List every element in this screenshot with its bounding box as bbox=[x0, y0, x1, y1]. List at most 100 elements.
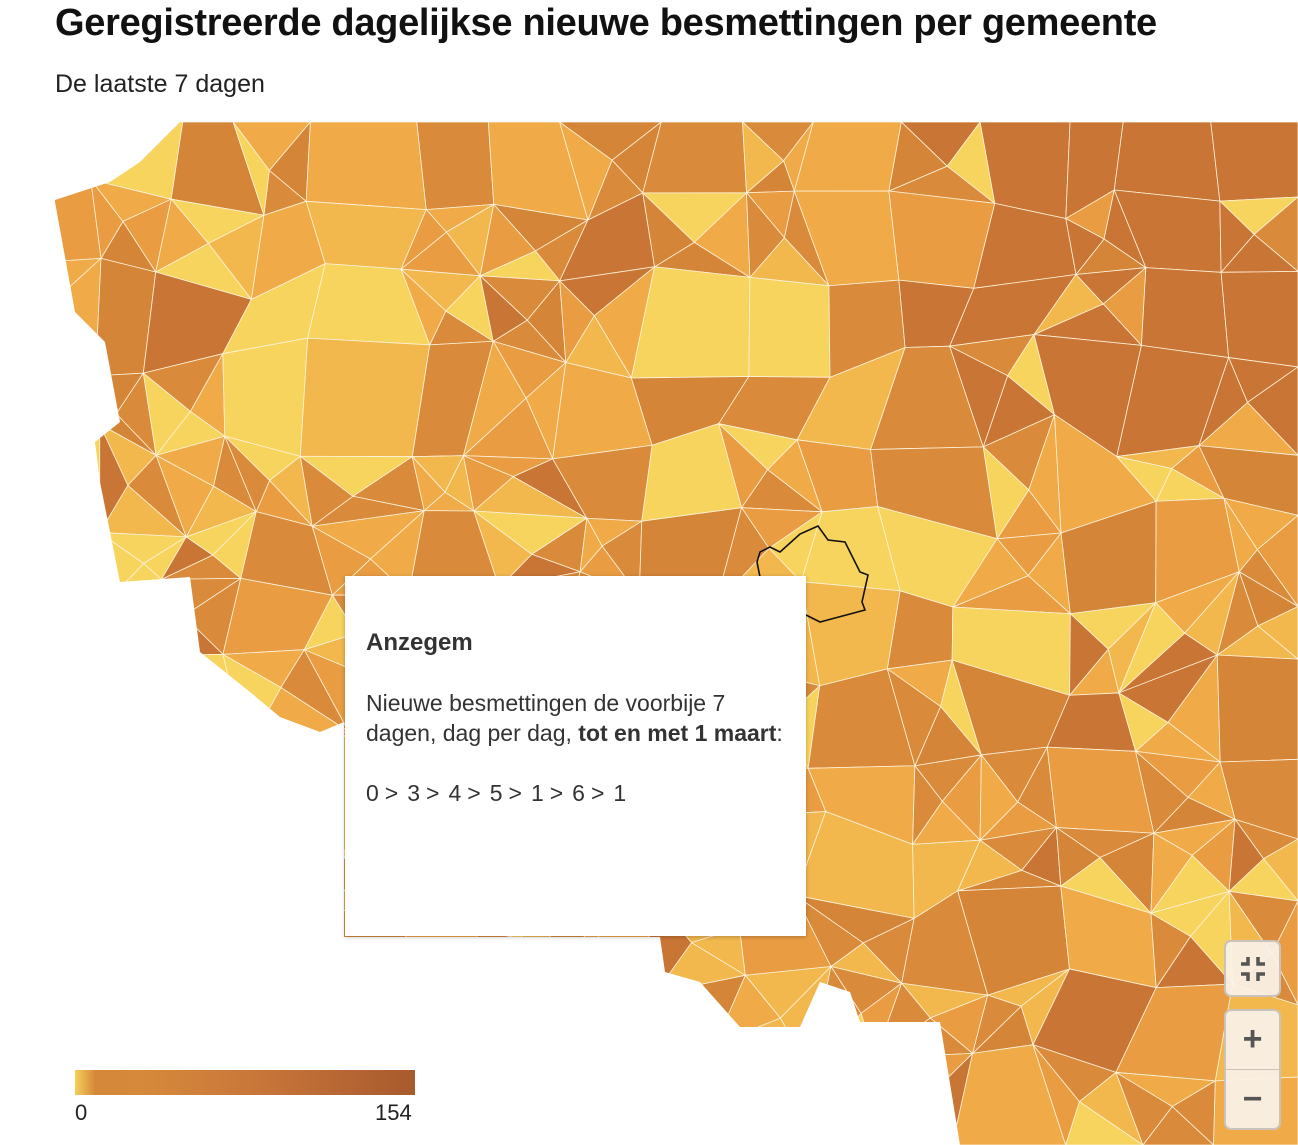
municipality[interactable] bbox=[465, 1021, 590, 1085]
zoom-in-button[interactable]: + bbox=[1242, 1020, 1263, 1059]
municipality[interactable] bbox=[1216, 570, 1259, 656]
municipality[interactable] bbox=[222, 337, 309, 457]
municipality[interactable] bbox=[274, 1086, 331, 1145]
municipality[interactable] bbox=[37, 691, 93, 733]
municipality[interactable] bbox=[1115, 1071, 1173, 1145]
municipality[interactable] bbox=[554, 943, 656, 995]
municipality[interactable] bbox=[809, 1057, 877, 1145]
municipality[interactable] bbox=[0, 1109, 83, 1145]
municipality[interactable] bbox=[971, 994, 1022, 1055]
municipality[interactable] bbox=[203, 749, 247, 831]
municipality[interactable] bbox=[1065, 217, 1105, 276]
municipality[interactable] bbox=[951, 1044, 1067, 1145]
municipality[interactable] bbox=[0, 678, 37, 757]
fullscreen-exit-button[interactable] bbox=[1224, 940, 1281, 997]
municipality[interactable] bbox=[75, 893, 168, 944]
municipality[interactable] bbox=[0, 596, 96, 640]
municipality[interactable] bbox=[252, 922, 282, 999]
municipality[interactable] bbox=[142, 372, 191, 457]
municipality[interactable] bbox=[128, 999, 181, 1053]
municipality[interactable] bbox=[102, 941, 168, 1002]
municipality[interactable] bbox=[165, 955, 255, 1002]
municipality[interactable] bbox=[245, 730, 350, 798]
municipality[interactable] bbox=[1134, 750, 1189, 835]
municipality[interactable] bbox=[1210, 122, 1298, 202]
municipality[interactable] bbox=[166, 829, 264, 925]
municipality[interactable] bbox=[160, 536, 214, 581]
municipality[interactable] bbox=[1032, 273, 1104, 336]
municipality[interactable] bbox=[64, 654, 152, 760]
municipality[interactable] bbox=[473, 509, 533, 589]
municipality[interactable] bbox=[224, 435, 271, 513]
municipality[interactable] bbox=[299, 337, 431, 458]
municipality[interactable] bbox=[465, 1054, 540, 1145]
municipality[interactable] bbox=[75, 893, 123, 992]
municipality[interactable] bbox=[717, 422, 769, 509]
municipality[interactable] bbox=[618, 992, 672, 1057]
municipality[interactable] bbox=[0, 122, 58, 157]
municipality[interactable] bbox=[1198, 356, 1248, 447]
municipality[interactable] bbox=[462, 455, 514, 512]
municipality[interactable] bbox=[1150, 832, 1193, 915]
municipality[interactable] bbox=[80, 1110, 174, 1145]
municipality[interactable] bbox=[472, 938, 557, 993]
municipality[interactable] bbox=[742, 122, 785, 194]
municipality[interactable] bbox=[956, 839, 1023, 892]
municipality[interactable] bbox=[1223, 498, 1258, 573]
municipality[interactable] bbox=[1115, 455, 1173, 502]
zoom-out-button[interactable]: − bbox=[1242, 1079, 1263, 1118]
municipality[interactable] bbox=[462, 340, 527, 457]
municipality[interactable] bbox=[166, 998, 254, 1017]
municipality[interactable] bbox=[588, 1055, 672, 1145]
municipality[interactable] bbox=[130, 757, 180, 854]
municipality[interactable] bbox=[150, 750, 248, 796]
municipality[interactable] bbox=[427, 1044, 501, 1145]
municipality[interactable] bbox=[280, 916, 330, 970]
municipality[interactable] bbox=[303, 594, 357, 651]
choropleth-map[interactable] bbox=[0, 122, 1298, 1145]
municipality[interactable] bbox=[554, 973, 656, 1030]
municipality[interactable] bbox=[465, 1054, 591, 1104]
municipality[interactable] bbox=[0, 731, 93, 849]
municipality[interactable] bbox=[0, 265, 45, 353]
municipality[interactable] bbox=[888, 122, 948, 192]
municipality[interactable] bbox=[99, 424, 129, 534]
municipality[interactable] bbox=[239, 796, 349, 854]
municipality[interactable] bbox=[748, 276, 831, 378]
municipality[interactable] bbox=[794, 895, 864, 968]
municipality[interactable] bbox=[252, 953, 331, 1000]
municipality[interactable] bbox=[1055, 826, 1101, 887]
municipality[interactable] bbox=[232, 122, 270, 216]
municipality[interactable] bbox=[886, 667, 942, 767]
municipality[interactable] bbox=[236, 1105, 332, 1145]
municipality[interactable] bbox=[0, 677, 94, 725]
municipality[interactable] bbox=[554, 973, 620, 1085]
municipality[interactable] bbox=[465, 990, 518, 1056]
municipality[interactable] bbox=[1113, 122, 1221, 202]
municipality[interactable] bbox=[124, 1050, 181, 1145]
municipality[interactable] bbox=[793, 122, 902, 192]
municipality[interactable] bbox=[559, 279, 595, 364]
municipality[interactable] bbox=[63, 730, 152, 802]
municipality[interactable] bbox=[579, 516, 603, 574]
municipality[interactable] bbox=[382, 991, 474, 1056]
municipality[interactable] bbox=[714, 1043, 827, 1145]
municipality[interactable] bbox=[537, 1083, 591, 1145]
municipality[interactable] bbox=[1198, 445, 1298, 516]
municipality[interactable] bbox=[38, 122, 92, 181]
municipality[interactable] bbox=[206, 998, 255, 1051]
municipality[interactable] bbox=[239, 749, 291, 831]
municipality[interactable] bbox=[499, 1102, 592, 1145]
municipality[interactable] bbox=[670, 1043, 717, 1104]
municipality[interactable] bbox=[354, 992, 429, 1047]
municipality[interactable] bbox=[1216, 654, 1298, 763]
municipality[interactable] bbox=[305, 1044, 429, 1145]
municipality[interactable] bbox=[982, 445, 1030, 540]
municipality[interactable] bbox=[237, 1048, 276, 1145]
municipality[interactable] bbox=[1219, 200, 1255, 274]
municipality[interactable] bbox=[0, 352, 101, 425]
municipality[interactable] bbox=[289, 730, 349, 854]
municipality[interactable] bbox=[0, 308, 97, 377]
municipality[interactable] bbox=[165, 1000, 209, 1053]
municipality[interactable] bbox=[138, 578, 185, 657]
